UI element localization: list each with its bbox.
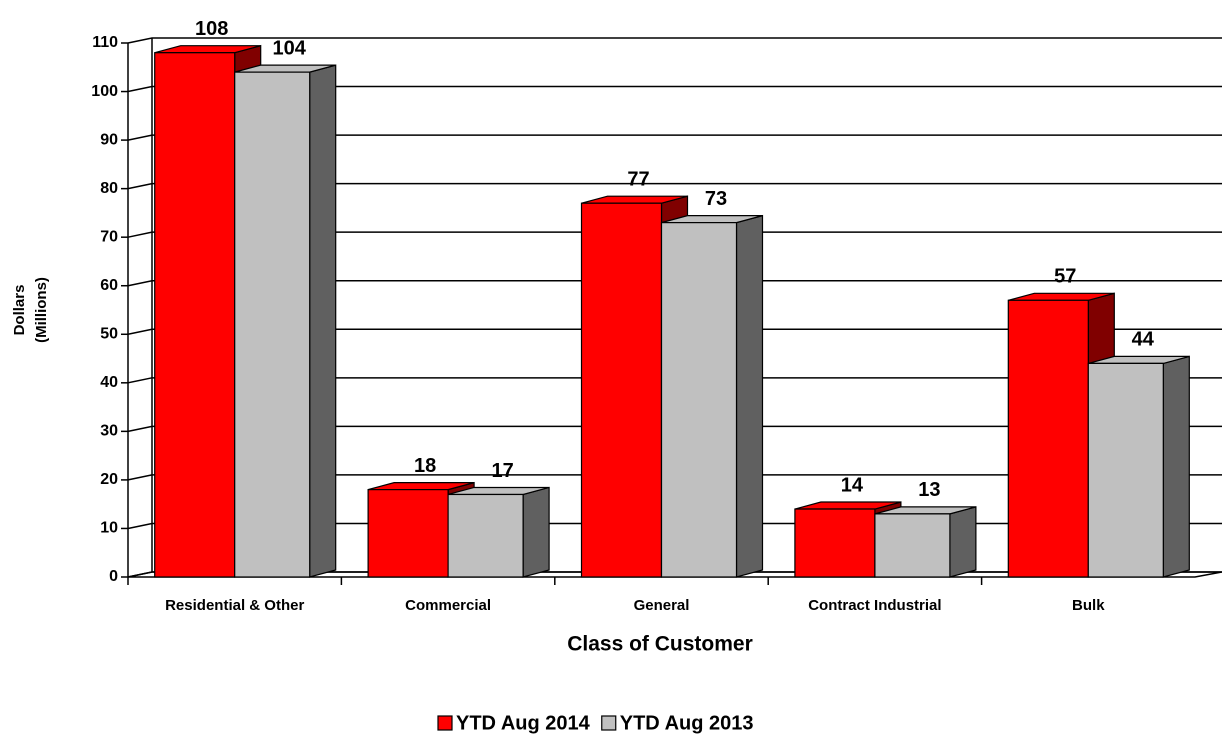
bar-side — [309, 64, 337, 578]
data-label: 73 — [705, 188, 727, 210]
legend-swatch — [601, 715, 617, 731]
bar — [447, 493, 524, 578]
grid-line — [127, 37, 1222, 44]
grid-line — [127, 474, 1222, 481]
data-label: 104 — [273, 37, 307, 59]
bar-side — [1162, 355, 1190, 578]
grid-line — [127, 182, 1222, 190]
y-tick-label: 90 — [100, 131, 118, 148]
grid-line — [127, 377, 1222, 384]
data-label: 18 — [414, 455, 436, 477]
data-label: 44 — [1132, 329, 1155, 351]
y-axis-label: Dollars — [11, 285, 28, 336]
grid-line — [127, 279, 1222, 287]
bar-side — [522, 486, 550, 578]
bar — [580, 202, 663, 578]
data-label: 108 — [195, 18, 228, 40]
y-tick-label: 20 — [100, 471, 118, 488]
grid-line — [127, 85, 1222, 93]
bar — [234, 71, 311, 578]
bar — [367, 489, 449, 578]
grid-line — [127, 425, 1222, 433]
y-tick-label: 70 — [100, 228, 118, 245]
legend-label: YTD Aug 2013 — [620, 712, 754, 734]
x-tick-label: Commercial — [405, 597, 491, 614]
x-tick-label: General — [634, 597, 690, 614]
x-axis-label: Class of Customer — [567, 633, 753, 656]
y-tick-label: 100 — [91, 83, 118, 100]
bar — [874, 513, 951, 578]
x-tick-label: Residential & Other — [165, 597, 304, 614]
data-label: 57 — [1054, 266, 1076, 288]
bar-side — [735, 214, 764, 578]
data-label: 14 — [841, 474, 864, 496]
y-tick-label: 50 — [100, 325, 118, 342]
y-tick-label: 30 — [100, 423, 118, 440]
grid-line — [127, 134, 1222, 141]
bar — [1007, 299, 1089, 578]
data-label: 77 — [627, 168, 649, 190]
y-tick-label: 40 — [100, 374, 118, 391]
data-label: 13 — [918, 479, 940, 501]
bar — [154, 52, 236, 578]
data-label: 17 — [491, 460, 513, 482]
grid-line — [127, 328, 1222, 336]
bar — [1087, 362, 1164, 578]
bar — [660, 222, 738, 578]
y-tick-label: 0 — [109, 568, 118, 585]
y-tick-label: 60 — [100, 277, 118, 294]
y-tick-label: 10 — [100, 520, 118, 537]
x-tick-label: Contract Industrial — [808, 597, 941, 614]
y-tick-label: 110 — [92, 34, 118, 51]
legend-swatch — [437, 715, 453, 731]
bar-side — [949, 506, 977, 578]
y-tick-label: 80 — [100, 180, 118, 197]
x-tick-label: Bulk — [1072, 597, 1105, 614]
legend-label: YTD Aug 2014 — [456, 712, 591, 734]
y-axis-label: (Millions) — [33, 277, 50, 343]
bar — [794, 508, 876, 578]
grid-line — [127, 231, 1222, 238]
